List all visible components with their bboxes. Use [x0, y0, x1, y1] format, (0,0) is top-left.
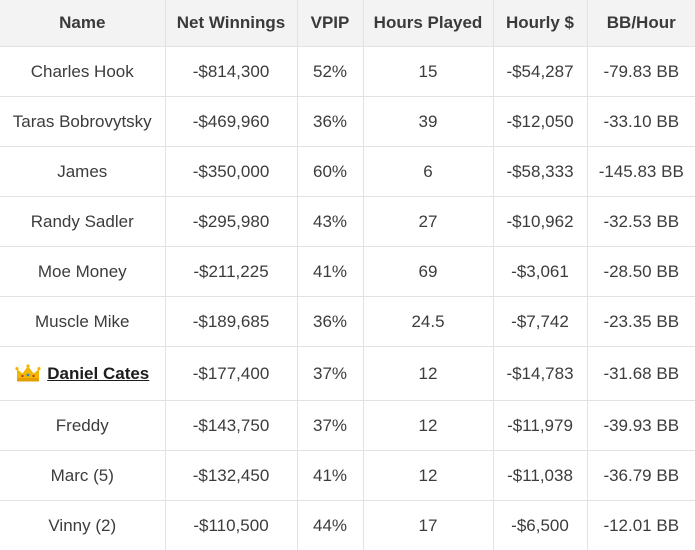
bb-hour: -145.83 BB [586, 146, 695, 197]
hours-played: 39 [362, 96, 494, 147]
table-row: James -$350,000 60% 6 -$58,333 -145.83 B… [0, 146, 695, 197]
hours-played: 12 [362, 450, 494, 501]
hourly: -$14,783 [492, 346, 588, 401]
crown-icon [15, 363, 41, 381]
hours-played: 24.5 [362, 296, 494, 347]
table-row: Daniel Cates -$177,400 37% 12 -$14,783 -… [0, 346, 695, 401]
hourly: -$58,333 [492, 146, 588, 197]
vpip: 36% [296, 96, 364, 147]
column-header-bb-hour[interactable]: BB/Hour [586, 0, 695, 47]
player-name: Moe Money [0, 246, 166, 297]
hourly: -$11,979 [492, 400, 588, 451]
player-name: Freddy [0, 400, 166, 451]
hourly: -$3,061 [492, 246, 588, 297]
hourly: -$12,050 [492, 96, 588, 147]
hours-played: 17 [362, 500, 494, 550]
column-header-hourly[interactable]: Hourly $ [492, 0, 588, 47]
vpip: 43% [296, 196, 364, 247]
vpip: 37% [296, 346, 364, 401]
net-winnings: -$143,750 [164, 400, 298, 451]
vpip: 37% [296, 400, 364, 451]
vpip: 44% [296, 500, 364, 550]
bb-hour: -31.68 BB [586, 346, 695, 401]
bb-hour: -32.53 BB [586, 196, 695, 247]
table-row: Taras Bobrovytsky -$469,960 36% 39 -$12,… [0, 96, 695, 147]
hourly: -$54,287 [492, 46, 588, 97]
player-name: James [0, 146, 166, 197]
player-name-link[interactable]: Daniel Cates [47, 363, 150, 383]
net-winnings: -$211,225 [164, 246, 298, 297]
column-header-net-winnings[interactable]: Net Winnings [164, 0, 298, 47]
table-row: Freddy -$143,750 37% 12 -$11,979 -39.93 … [0, 400, 695, 451]
table-header-row: Name Net Winnings VPIP Hours Played Hour… [0, 0, 695, 47]
net-winnings: -$189,685 [164, 296, 298, 347]
hours-played: 15 [362, 46, 494, 97]
player-name: Randy Sadler [0, 196, 166, 247]
table-row: Randy Sadler -$295,980 43% 27 -$10,962 -… [0, 196, 695, 247]
net-winnings: -$110,500 [164, 500, 298, 550]
hourly: -$6,500 [492, 500, 588, 550]
net-winnings: -$469,960 [164, 96, 298, 147]
vpip: 36% [296, 296, 364, 347]
column-header-name[interactable]: Name [0, 0, 166, 47]
hourly: -$11,038 [492, 450, 588, 501]
player-name: Taras Bobrovytsky [0, 96, 166, 147]
hourly: -$10,962 [492, 196, 588, 247]
bb-hour: -36.79 BB [586, 450, 695, 501]
player-name: Vinny (2) [0, 500, 166, 550]
vpip: 41% [296, 450, 364, 501]
hours-played: 27 [362, 196, 494, 247]
hours-played: 6 [362, 146, 494, 197]
player-name: Marc (5) [0, 450, 166, 501]
hours-played: 12 [362, 400, 494, 451]
table-row: Vinny (2) -$110,500 44% 17 -$6,500 -12.0… [0, 500, 695, 550]
table-row: Marc (5) -$132,450 41% 12 -$11,038 -36.7… [0, 450, 695, 501]
bb-hour: -23.35 BB [586, 296, 695, 347]
vpip: 60% [296, 146, 364, 197]
net-winnings: -$295,980 [164, 196, 298, 247]
bb-hour: -12.01 BB [586, 500, 695, 550]
hours-played: 69 [362, 246, 494, 297]
net-winnings: -$177,400 [164, 346, 298, 401]
vpip: 52% [296, 46, 364, 97]
net-winnings: -$350,000 [164, 146, 298, 197]
hours-played: 12 [362, 346, 494, 401]
hourly: -$7,742 [492, 296, 588, 347]
player-name: Muscle Mike [0, 296, 166, 347]
bb-hour: -33.10 BB [586, 96, 695, 147]
table-row: Moe Money -$211,225 41% 69 -$3,061 -28.5… [0, 246, 695, 297]
table-row: Charles Hook -$814,300 52% 15 -$54,287 -… [0, 46, 695, 97]
bb-hour: -39.93 BB [586, 400, 695, 451]
column-header-vpip[interactable]: VPIP [296, 0, 364, 47]
player-name: Charles Hook [0, 46, 166, 97]
vpip: 41% [296, 246, 364, 297]
net-winnings: -$132,450 [164, 450, 298, 501]
bb-hour: -28.50 BB [586, 246, 695, 297]
net-winnings: -$814,300 [164, 46, 298, 97]
column-header-hours-played[interactable]: Hours Played [362, 0, 494, 47]
player-name-cell: Daniel Cates [0, 346, 166, 401]
bb-hour: -79.83 BB [586, 46, 695, 97]
table-row: Muscle Mike -$189,685 36% 24.5 -$7,742 -… [0, 296, 695, 347]
